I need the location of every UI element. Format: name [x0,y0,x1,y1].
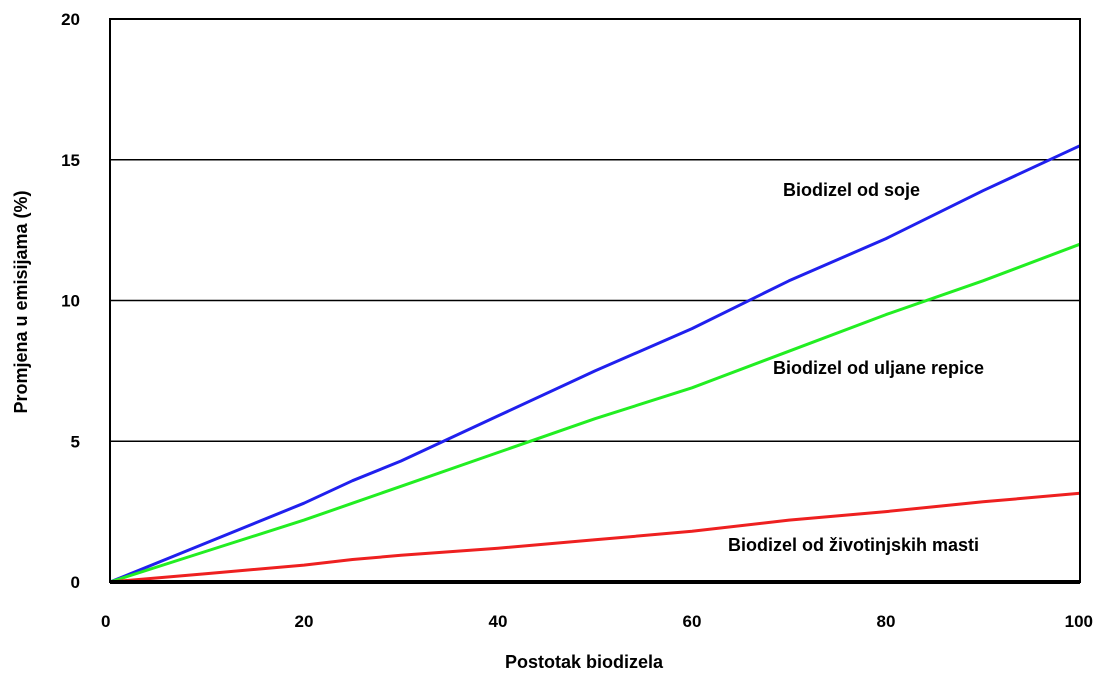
x-axis-label: Postotak biodizela [505,652,664,672]
x-tick-label: 60 [683,612,702,631]
series-line-0 [109,144,1081,584]
y-tick-label: 15 [61,151,80,170]
series-lines [109,144,1081,584]
y-axis-label: Promjena u emisijama (%) [11,190,31,413]
x-tick-label: 40 [489,612,508,631]
gridlines [110,159,1080,442]
series-label-zivotinjske-masti: Biodizel od životinjskih masti [728,535,979,555]
y-tick-label: 10 [61,292,80,311]
series-label-uljana-repica: Biodizel od uljane repice [773,358,984,378]
series-line-1 [109,242,1081,584]
y-tick-label: 20 [61,10,80,29]
y-tick-label: 5 [71,432,80,451]
x-tick-label: 80 [877,612,896,631]
x-tick-label: 100 [1065,612,1093,631]
x-tick-label: 20 [295,612,314,631]
y-tick-labels: 0 5 10 15 20 [61,10,80,592]
series-label-soja: Biodizel od soje [783,180,920,200]
series-line-2 [109,491,1081,584]
x-tick-labels: 0 20 40 60 80 100 [101,612,1093,631]
y-tick-label: 0 [71,573,80,592]
x-tick-label: 0 [101,612,110,631]
